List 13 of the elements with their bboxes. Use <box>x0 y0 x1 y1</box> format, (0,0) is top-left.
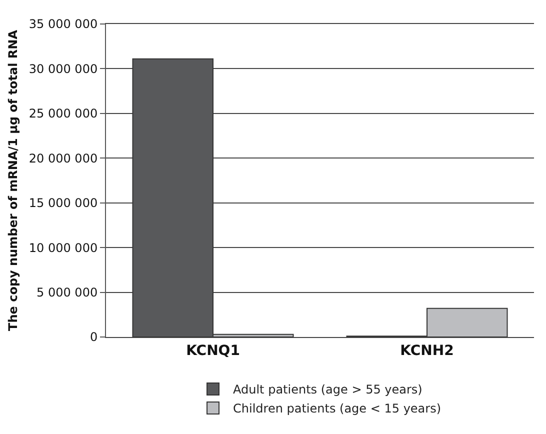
legend-label: Children patients (age < 15 years) <box>233 402 442 416</box>
y-tick-label: 15 000 000 <box>28 196 98 210</box>
y-tick-label: 20 000 000 <box>28 151 98 166</box>
legend-label: Adult patients (age > 55 years) <box>233 382 422 397</box>
y-axis-title: The copy number of mRNA/1 µg of total RNA <box>6 29 20 331</box>
y-tick-label: 30 000 000 <box>28 62 98 76</box>
x-tick-label: KCNH2 <box>400 342 454 359</box>
x-tick-label: KCNQ1 <box>186 342 240 359</box>
y-tick-label: 0 <box>90 330 98 344</box>
y-tick-label: 25 000 000 <box>28 106 98 121</box>
y-tick-label: 5 000 000 <box>36 285 98 300</box>
y-tick-label: 35 000 000 <box>28 17 98 32</box>
y-tick-label: 10 000 000 <box>28 240 98 255</box>
